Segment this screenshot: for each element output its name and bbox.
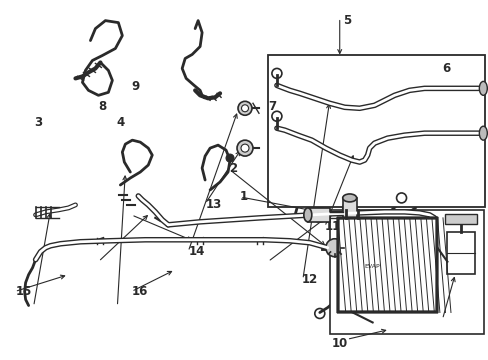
Text: 15: 15 [15, 285, 32, 298]
Text: 4: 4 [117, 116, 125, 129]
Bar [337, 218, 437, 312]
Ellipse shape [478, 81, 487, 95]
Bar [337, 218, 437, 312]
Bar [447, 232, 474, 274]
Text: 1: 1 [239, 190, 247, 203]
Bar [329, 210, 483, 334]
Bar [337, 218, 437, 312]
Ellipse shape [241, 105, 248, 112]
Ellipse shape [325, 239, 343, 257]
Bar [337, 218, 437, 312]
Bar [337, 218, 437, 312]
Bar [337, 218, 437, 312]
Text: 8: 8 [98, 100, 106, 113]
Bar [337, 218, 437, 312]
Text: 11: 11 [325, 220, 341, 233]
Bar [337, 218, 437, 312]
Bar [337, 218, 437, 312]
Circle shape [225, 154, 234, 162]
Ellipse shape [342, 199, 356, 221]
Ellipse shape [241, 144, 248, 152]
Ellipse shape [342, 194, 356, 202]
Bar [337, 218, 437, 312]
Text: 12: 12 [302, 273, 318, 286]
Ellipse shape [238, 101, 251, 115]
Bar [337, 218, 437, 312]
Text: 6: 6 [441, 62, 449, 75]
Bar [267, 55, 484, 207]
Bar [337, 218, 437, 312]
Bar [337, 218, 437, 312]
Bar [342, 198, 356, 222]
Bar [337, 218, 437, 312]
Bar [337, 218, 437, 312]
Text: 3: 3 [34, 116, 42, 129]
Ellipse shape [237, 140, 252, 156]
Text: 5: 5 [342, 14, 350, 27]
Text: 9: 9 [131, 80, 140, 93]
Text: 14: 14 [188, 244, 204, 257]
Bar [445, 214, 476, 224]
Text: 13: 13 [205, 198, 221, 211]
Bar [337, 218, 437, 312]
Text: 7: 7 [267, 100, 275, 113]
Bar [337, 218, 437, 312]
Ellipse shape [478, 126, 487, 140]
Text: 2: 2 [228, 162, 237, 175]
Text: 16: 16 [131, 285, 147, 298]
Bar [307, 208, 329, 222]
Bar [337, 218, 437, 312]
Ellipse shape [303, 208, 311, 222]
Bar [337, 218, 437, 312]
Text: 10: 10 [331, 337, 347, 350]
Bar [337, 218, 437, 312]
Bar [337, 218, 437, 312]
Ellipse shape [308, 208, 330, 222]
Text: EVAP: EVAP [364, 264, 380, 269]
